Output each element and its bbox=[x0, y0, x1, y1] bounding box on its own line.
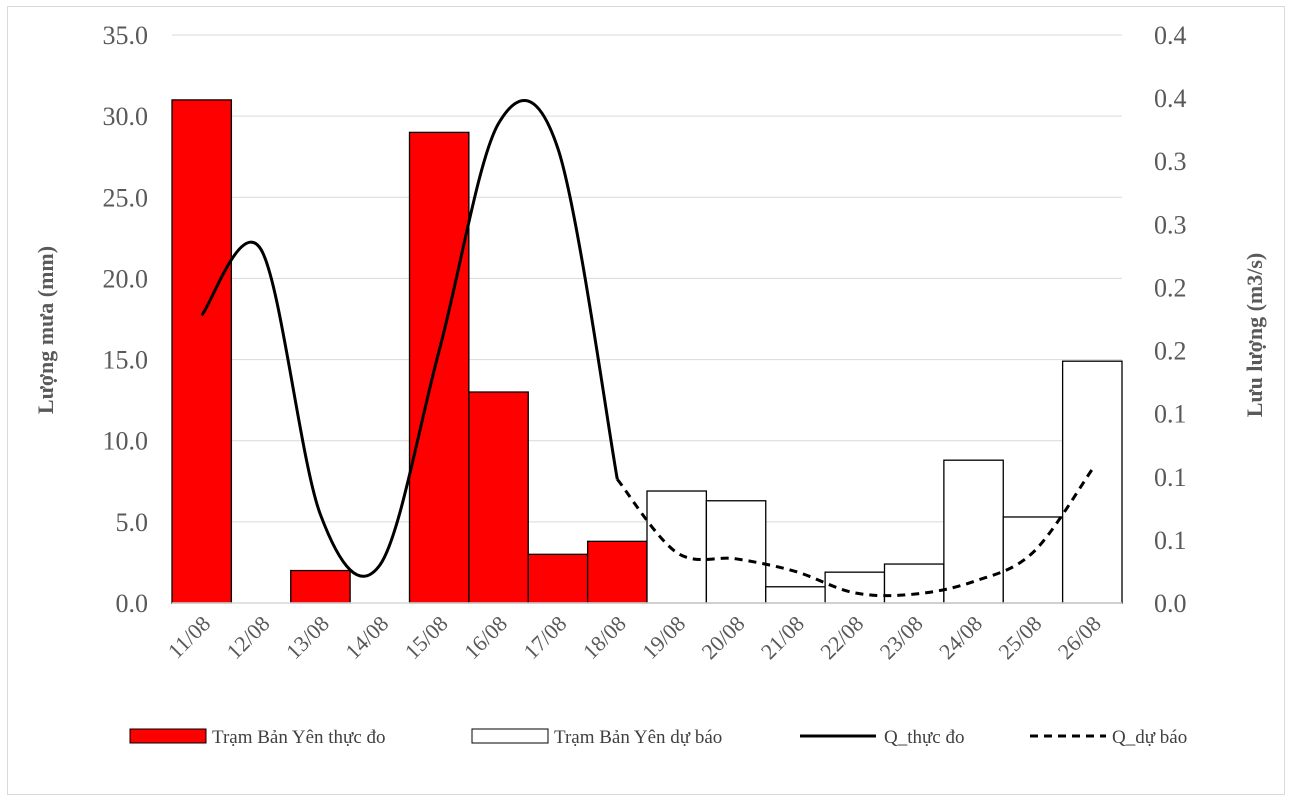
x-tick-label: 11/08 bbox=[163, 611, 216, 664]
bar bbox=[706, 501, 765, 603]
y2-tick-label: 0.1 bbox=[1154, 526, 1187, 555]
y2-tick-label: 0.3 bbox=[1154, 147, 1187, 176]
y2-axis-ticks: 0.0 0.1 0.1 0.1 0.2 0.2 0.3 0.3 0.4 0.4 bbox=[1154, 21, 1187, 618]
y2-tick-label: 0.4 bbox=[1154, 21, 1187, 50]
y2-tick-label: 0.2 bbox=[1154, 337, 1187, 366]
y2-tick-label: 0.1 bbox=[1154, 463, 1187, 492]
legend-label-observed-flow: Q_thực đo bbox=[884, 727, 964, 748]
x-tick-label: 20/08 bbox=[696, 611, 749, 664]
legend-swatch-observed-rain bbox=[130, 729, 206, 743]
x-axis-ticks: 11/08 12/08 13/08 14/08 15/08 16/08 17/08 18/08… bbox=[163, 611, 1106, 664]
gridlines bbox=[172, 35, 1122, 522]
y-tick-label: 25.0 bbox=[103, 183, 149, 212]
y-axis-ticks: 0.0 5.0 10.0 15.0 20.0 25.0 30.0 35.0 bbox=[103, 21, 149, 618]
legend: Trạm Bản Yên thực đo Trạm Bản Yên dự báo… bbox=[130, 727, 1187, 748]
bar bbox=[766, 587, 825, 603]
bar bbox=[469, 392, 528, 603]
x-tick-label: 15/08 bbox=[400, 611, 453, 664]
x-tick-label: 17/08 bbox=[518, 611, 571, 664]
y2-tick-label: 0.3 bbox=[1154, 210, 1187, 239]
y-axis-title: Lượng mưa (mm) bbox=[33, 246, 58, 414]
bar bbox=[1063, 361, 1122, 603]
x-tick-label: 24/08 bbox=[934, 611, 987, 664]
x-tick-label: 16/08 bbox=[459, 611, 512, 664]
x-tick-label: 19/08 bbox=[637, 611, 690, 664]
bar bbox=[885, 564, 944, 603]
x-tick-label: 12/08 bbox=[221, 611, 274, 664]
y-tick-label: 35.0 bbox=[103, 21, 149, 50]
bar bbox=[172, 100, 231, 603]
x-tick-label: 22/08 bbox=[815, 611, 868, 664]
bars bbox=[172, 100, 1122, 603]
bar bbox=[528, 554, 587, 603]
bar bbox=[647, 491, 706, 603]
x-tick-label: 26/08 bbox=[1053, 611, 1106, 664]
y2-tick-label: 0.4 bbox=[1154, 84, 1187, 113]
y-tick-label: 5.0 bbox=[116, 508, 149, 537]
x-tick-label: 23/08 bbox=[875, 611, 928, 664]
y2-tick-label: 0.0 bbox=[1154, 589, 1187, 618]
y-tick-label: 20.0 bbox=[103, 264, 149, 293]
legend-label-observed-rain: Trạm Bản Yên thực đo bbox=[212, 727, 386, 748]
legend-swatch-forecast-rain bbox=[472, 729, 548, 743]
legend-label-forecast-rain: Trạm Bản Yên dự báo bbox=[554, 727, 722, 748]
x-tick-label: 18/08 bbox=[578, 611, 631, 664]
x-tick-label: 25/08 bbox=[993, 611, 1046, 664]
bar bbox=[588, 541, 647, 603]
y2-tick-label: 0.1 bbox=[1154, 400, 1187, 429]
y-tick-label: 0.0 bbox=[116, 589, 149, 618]
y-tick-label: 30.0 bbox=[103, 102, 149, 131]
y-tick-label: 15.0 bbox=[103, 346, 149, 375]
bar bbox=[410, 132, 469, 603]
bar bbox=[291, 571, 350, 603]
x-tick-label: 21/08 bbox=[756, 611, 809, 664]
y2-tick-label: 0.2 bbox=[1154, 273, 1187, 302]
y-tick-label: 10.0 bbox=[103, 427, 149, 456]
y2-axis-title: Lưu lượng (m3/s) bbox=[1242, 253, 1267, 418]
x-tick-label: 13/08 bbox=[281, 611, 334, 664]
x-tick-label: 14/08 bbox=[340, 611, 393, 664]
legend-label-forecast-flow: Q_dự báo bbox=[1112, 727, 1187, 748]
